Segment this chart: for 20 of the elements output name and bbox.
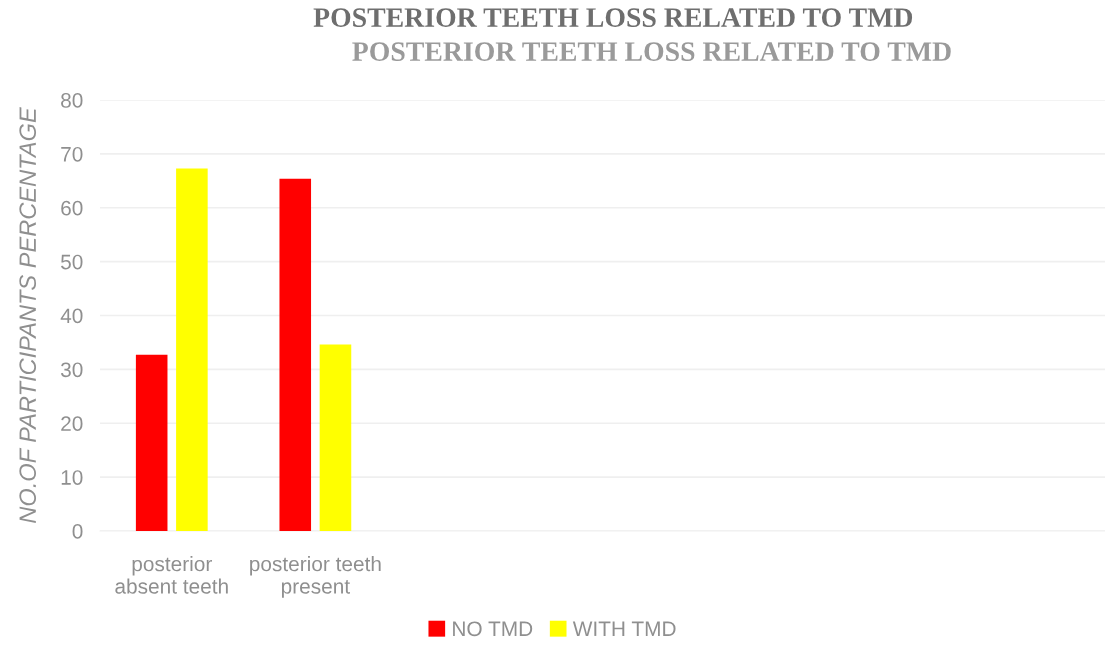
bar — [279, 178, 312, 531]
bar — [319, 344, 352, 531]
y-tick-label: 0 — [72, 524, 83, 539]
y-tick-label: 20 — [61, 416, 83, 431]
y-tick-label: 30 — [60, 362, 83, 378]
legend-label: WITH TMD — [572, 621, 676, 636]
y-tick-label: 60 — [61, 200, 83, 216]
y-axis-title: NO.OF PARTICIPANTS PERCENTAGE — [19, 107, 37, 523]
y-tick-label: 10 — [61, 470, 83, 485]
y-tick-label: 70 — [61, 146, 83, 162]
y-tick-label: 80 — [61, 93, 83, 108]
x-tick-label: posterior teeth present — [250, 556, 381, 598]
bar — [176, 168, 208, 531]
legend-label: NO TMD — [453, 621, 533, 637]
y-tick-label: 40 — [60, 308, 83, 324]
chart-title: POSTERIOR TEETH LOSS RELATED TO TMD — [313, 8, 913, 27]
y-tick-label: 50 — [61, 254, 83, 270]
x-tick-label: posterior absent teeth — [115, 556, 228, 594]
bar — [135, 354, 168, 531]
chart-subtitle: POSTERIOR TEETH LOSS RELATED TO TMD — [352, 42, 951, 61]
